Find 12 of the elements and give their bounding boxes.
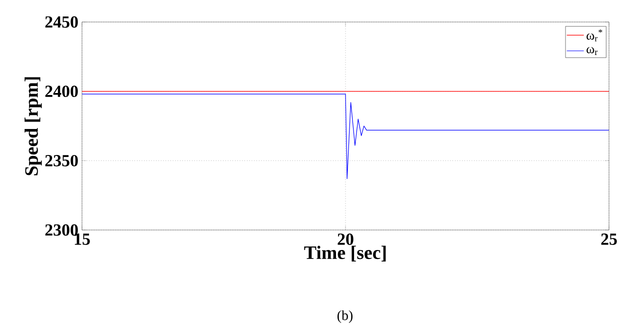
y-axis-title: Speed [rpm] <box>24 77 42 176</box>
x-tick-label: 25 <box>601 234 617 245</box>
legend-label: ω$_{r}$* <box>586 29 602 42</box>
y-tick-label: 2450 <box>45 16 78 28</box>
x-tick-label: 20 <box>338 234 354 245</box>
x-tick-label: 15 <box>74 234 90 245</box>
y-tick-label: 2300 <box>45 224 78 236</box>
x-axis-title: Time [sec] <box>304 246 386 262</box>
legend-label: ω$_{r}$ <box>586 47 598 55</box>
y-tick-label: 2400 <box>45 86 78 98</box>
text: (b) <box>337 310 353 323</box>
y-tick-label: 2350 <box>45 154 78 166</box>
